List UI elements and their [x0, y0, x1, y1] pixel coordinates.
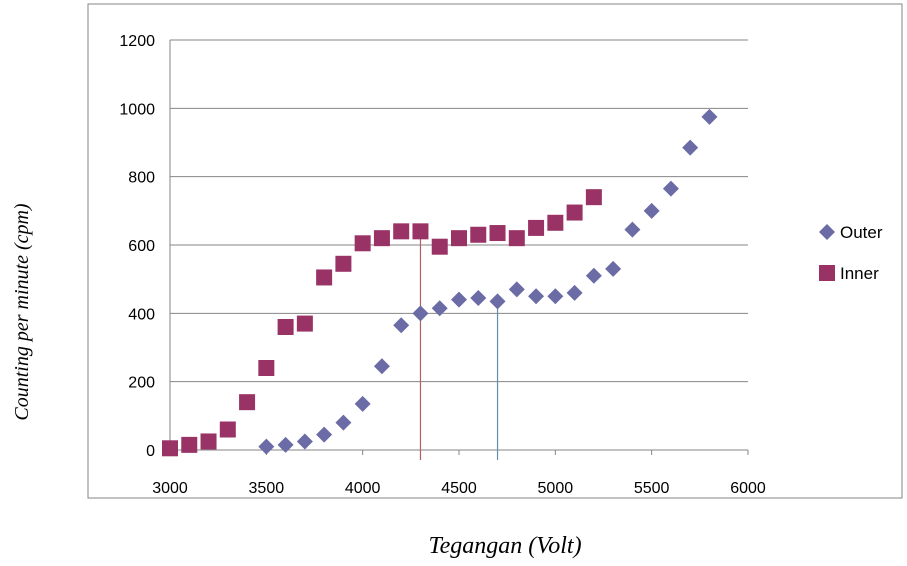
- y-axis-title: Counting per minute (cpm): [11, 203, 33, 421]
- outer-point: [316, 426, 333, 443]
- y-tick-label: 1000: [119, 101, 155, 118]
- x-tick-label: 3500: [249, 480, 285, 497]
- x-tick-labels: 3000 3500 4000 4500 5000 5500 6000: [152, 480, 766, 497]
- inner-point: [585, 189, 602, 206]
- x-tick-label: 4500: [441, 480, 477, 497]
- x-tick-label: 6000: [730, 480, 766, 497]
- outer-point: [296, 433, 313, 450]
- inner-point: [393, 223, 410, 240]
- y-tick-label: 200: [128, 375, 155, 392]
- x-tick-label: 4000: [345, 480, 381, 497]
- inner-point: [412, 223, 429, 240]
- outer-point: [547, 288, 564, 305]
- inner-legend-marker: [819, 265, 835, 281]
- outer-point: [662, 180, 679, 197]
- inner-point: [451, 230, 467, 247]
- outer-point: [682, 139, 699, 156]
- y-tick-label: 400: [128, 306, 155, 323]
- outer-point: [277, 436, 294, 453]
- x-tick-label: 3000: [152, 480, 188, 497]
- inner-point: [354, 235, 371, 252]
- outer-point: [605, 260, 622, 277]
- outer-point: [431, 300, 448, 317]
- inner-point: [219, 421, 236, 438]
- inner-point: [277, 319, 294, 335]
- y-tick-label: 800: [128, 170, 155, 187]
- inner-point: [316, 269, 333, 286]
- outer-point: [335, 414, 352, 431]
- legend-label-inner: Inner: [840, 264, 879, 283]
- outer-point: [451, 291, 467, 308]
- x-tick-label: 5500: [634, 480, 670, 497]
- outer-point: [393, 317, 410, 334]
- plot-frame: [87, 3, 903, 499]
- data-points: [162, 108, 718, 457]
- y-tick-labels: 0 200 400 600 800 1000 1200: [119, 33, 155, 460]
- inner-point: [296, 315, 313, 332]
- y-tick-label: 600: [128, 238, 155, 255]
- x-axis-title: Tegangan (Volt): [428, 533, 581, 559]
- outer-point: [373, 358, 390, 375]
- inner-point: [373, 230, 390, 247]
- outer-point: [585, 267, 602, 284]
- outer-point: [624, 221, 641, 238]
- outer-point: [528, 288, 545, 305]
- inner-point: [528, 219, 545, 236]
- outer-point: [489, 293, 506, 310]
- inner-point: [335, 255, 352, 272]
- outer-point: [258, 438, 275, 455]
- outer-point: [566, 284, 583, 301]
- inner-point: [566, 204, 583, 221]
- legend: Outer Inner: [819, 223, 883, 283]
- x-tick-label: 5000: [538, 480, 574, 497]
- inner-point: [547, 214, 564, 231]
- outer-point: [643, 202, 660, 219]
- legend-label-outer: Outer: [840, 223, 883, 242]
- annotation-lines: [419, 231, 499, 460]
- inner-point: [162, 440, 178, 457]
- outer-point: [470, 289, 487, 306]
- outer-point: [701, 108, 718, 125]
- inner-point: [508, 230, 525, 247]
- y-tick-label: 0: [146, 443, 155, 460]
- inner-point: [239, 394, 256, 411]
- inner-point: [470, 226, 487, 243]
- outer-legend-marker: [819, 224, 835, 240]
- y-tick-label: 1200: [119, 33, 155, 50]
- inner-point: [258, 360, 275, 376]
- inner-point: [181, 436, 198, 453]
- outer-point: [508, 281, 525, 298]
- inner-point: [200, 433, 217, 450]
- outer-point: [354, 395, 371, 412]
- inner-point: [489, 225, 506, 242]
- inner-point: [431, 238, 448, 255]
- outer-point: [412, 305, 429, 322]
